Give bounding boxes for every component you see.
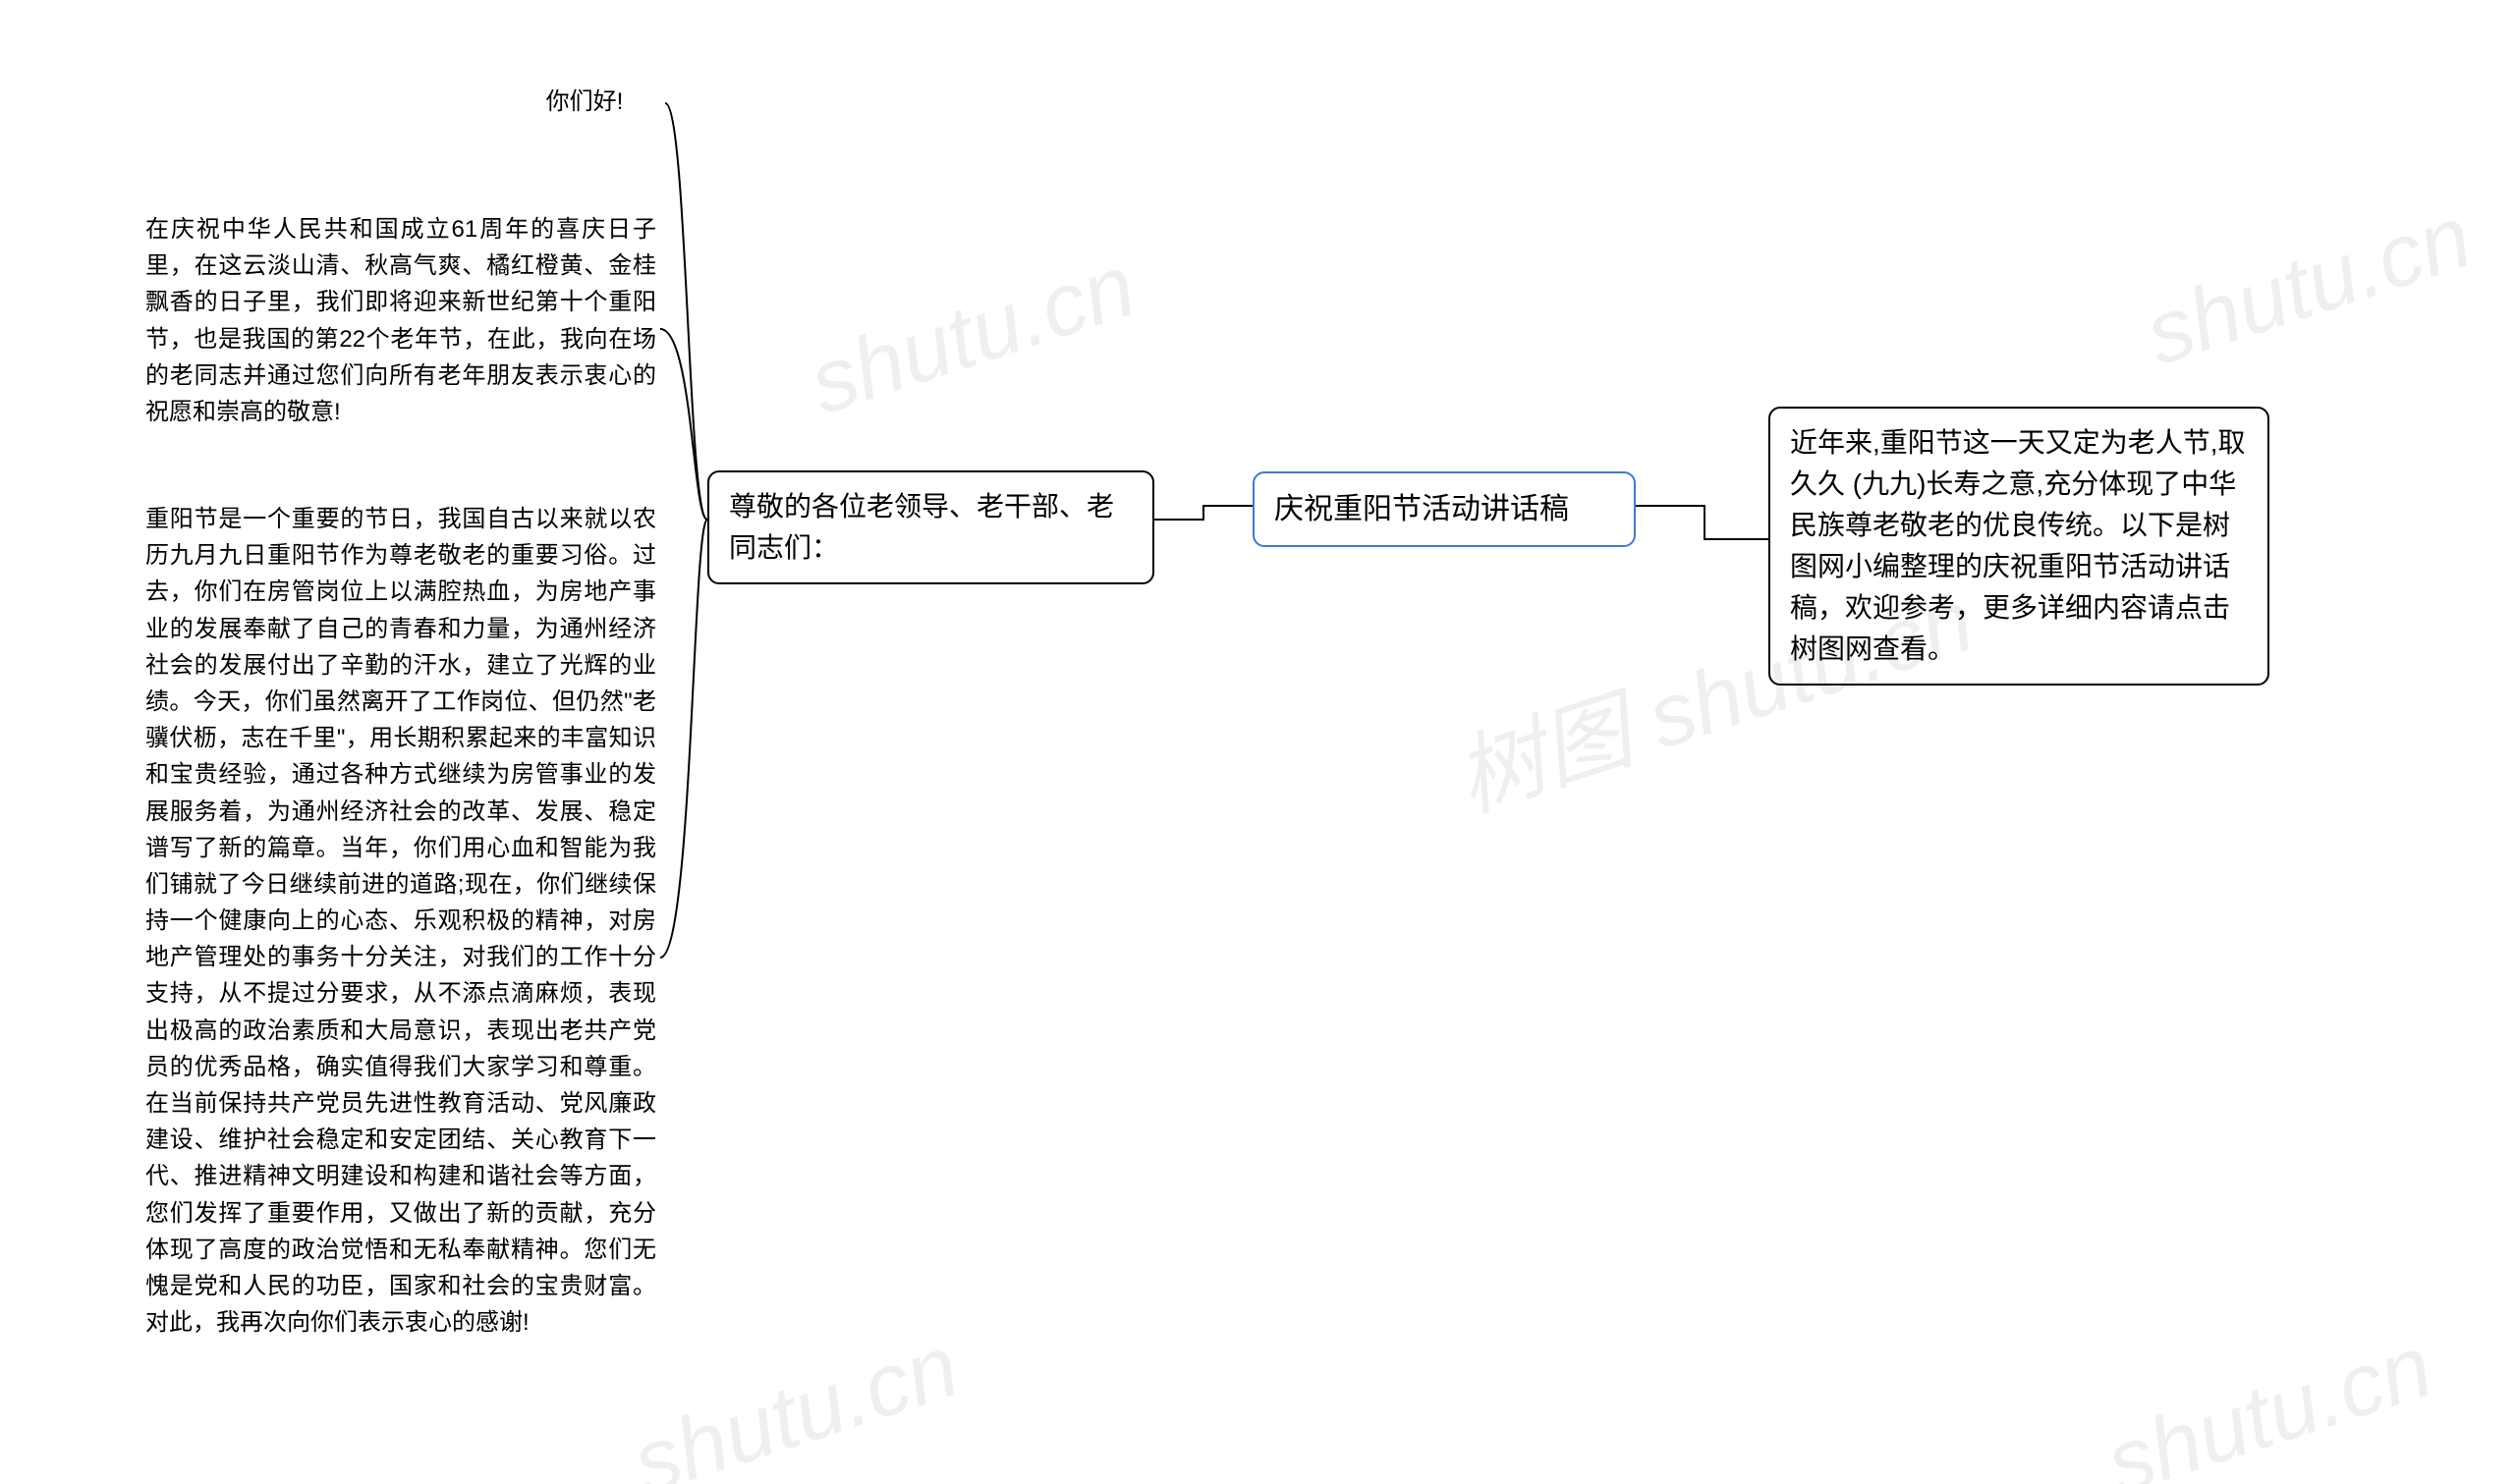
connector xyxy=(1636,506,1768,539)
connector xyxy=(660,329,707,520)
body-paragraph-leaf: 重阳节是一个重要的节日，我国自古以来就以农历九月九日重阳节作为尊老敬老的重要习俗… xyxy=(145,501,656,1341)
watermark-text: shutu.cn xyxy=(621,1316,970,1484)
salutation-node: 尊敬的各位老领导、老干部、老同志们： xyxy=(707,470,1154,584)
opening-paragraph-leaf: 在庆祝中华人民共和国成立61周年的喜庆日子里，在这云淡山清、秋高气爽、橘红橙黄、… xyxy=(145,211,656,430)
connector xyxy=(1154,506,1253,520)
connector xyxy=(665,103,707,520)
mindmap-canvas: 庆祝重阳节活动讲话稿 近年来,重阳节这一天又定为老人节,取 久久 (九九)长寿之… xyxy=(0,0,2515,1484)
intro-node: 近年来,重阳节这一天又定为老人节,取 久久 (九九)长寿之意,充分体现了中华民族… xyxy=(1768,407,2269,686)
greeting-leaf: 你们好! xyxy=(511,83,658,120)
watermark-text: shutu.cn xyxy=(2134,187,2483,386)
watermark-text: shutu.cn xyxy=(798,236,1146,435)
connector xyxy=(660,520,707,958)
root-node: 庆祝重阳节活动讲话稿 xyxy=(1253,471,1636,547)
watermark-text: shutu.cn xyxy=(2095,1316,2443,1484)
